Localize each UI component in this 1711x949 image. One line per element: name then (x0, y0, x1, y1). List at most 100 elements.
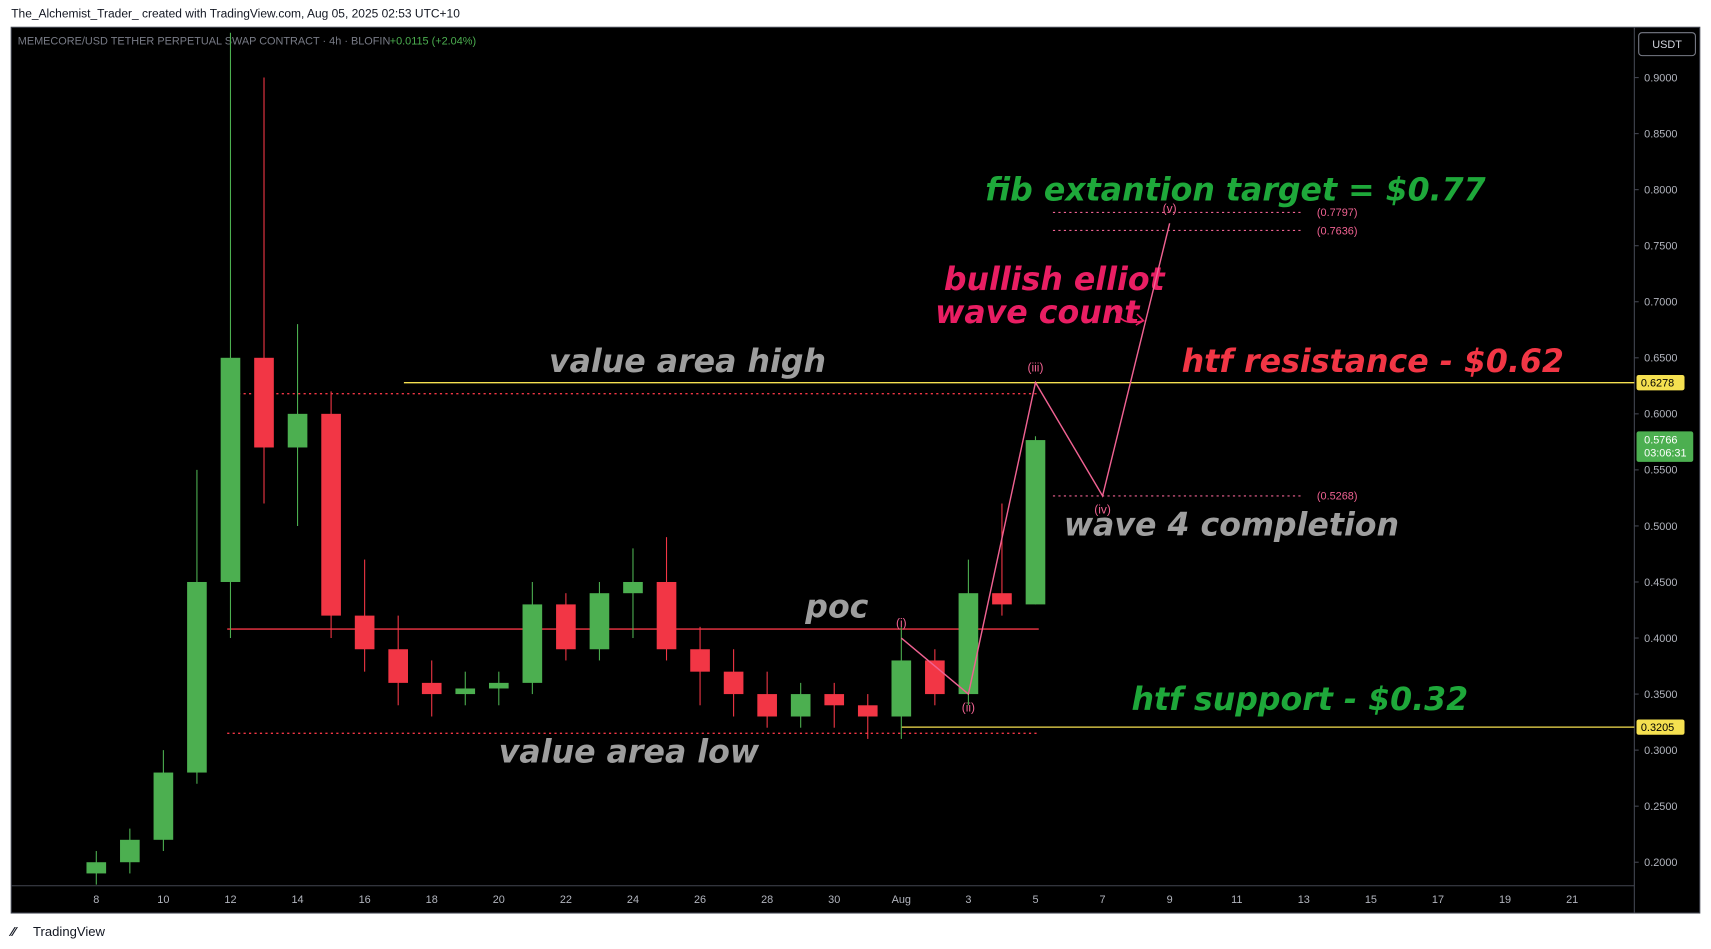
wave-label: (i) (896, 616, 907, 630)
y-tick-label: 0.4500 (1644, 577, 1677, 589)
candle-body (857, 705, 878, 717)
currency-button[interactable] (1638, 32, 1696, 57)
candle-body (120, 839, 140, 863)
level-tag-label: 0.3205 (1641, 722, 1674, 734)
candle-body (790, 694, 811, 717)
annotation: htf support - $0.32 (1131, 682, 1468, 718)
candle-body (388, 649, 408, 683)
countdown: 03:06:31 (1644, 447, 1686, 459)
candle-body (757, 694, 777, 717)
x-tick-label: 26 (694, 894, 706, 906)
annotation: wave 4 completion (1064, 508, 1399, 544)
candle-body (992, 593, 1012, 605)
x-tick-label: 13 (1298, 894, 1310, 906)
candle-body (723, 671, 744, 695)
x-tick-label: 21 (1566, 894, 1578, 906)
x-tick-label: 15 (1365, 894, 1377, 906)
candle-body (925, 660, 945, 695)
candle-body (254, 357, 274, 448)
x-tick-label: 20 (493, 894, 505, 906)
y-tick-label: 0.2500 (1644, 801, 1677, 813)
candle-body (1025, 440, 1046, 605)
attribution: The_Alchemist_Trader_ created with Tradi… (11, 6, 460, 20)
last-price: 0.5766 (1644, 434, 1677, 446)
fib-label: (0.7636) (1317, 225, 1358, 237)
x-tick-label: 7 (1100, 894, 1106, 906)
symbol: MEMECORE/USD TETHER PERPETUAL SWAP CONTR… (18, 36, 391, 48)
wave-label: (v) (1163, 201, 1177, 215)
y-tick-label: 0.6000 (1644, 409, 1677, 421)
candle-body (522, 604, 543, 683)
x-tick-label: 11 (1231, 894, 1242, 906)
candle-body (421, 682, 442, 695)
annotation: bullish elliot (944, 262, 1167, 298)
candle-body (488, 682, 509, 689)
candle-body (455, 688, 476, 695)
y-tick-label: 0.8000 (1644, 184, 1677, 196)
level-tag-label: 0.6278 (1641, 378, 1674, 390)
annotation: poc (804, 589, 868, 625)
x-tick-label: 8 (93, 894, 99, 906)
candle-body (891, 660, 912, 717)
wave-label: (ii) (962, 701, 975, 715)
candle-body (287, 413, 308, 448)
candle-body (656, 581, 677, 650)
y-tick-label: 0.3000 (1644, 745, 1677, 757)
y-tick-label: 0.8500 (1644, 128, 1677, 140)
candle-body (153, 772, 174, 840)
y-tick-label: 0.7000 (1644, 297, 1677, 309)
x-tick-label: 19 (1499, 894, 1511, 906)
candle-body (86, 862, 107, 874)
wave-label: (iv) (1094, 502, 1111, 516)
fib-label: (0.5268) (1317, 491, 1358, 503)
chart-frame (10, 26, 1701, 914)
level-tag (1636, 375, 1685, 391)
candle-body (220, 357, 241, 582)
x-tick-label: 16 (359, 894, 371, 906)
x-tick-label: 30 (828, 894, 840, 906)
footer: TradingView (33, 924, 106, 939)
y-tick-label: 0.4000 (1644, 633, 1677, 645)
x-tick-label: 10 (157, 894, 169, 906)
annotation: wave count (935, 295, 1141, 331)
x-tick-label: 22 (560, 894, 572, 906)
y-tick-label: 0.5500 (1644, 465, 1677, 477)
annotation-arrow (1114, 307, 1146, 326)
candle-body (556, 604, 576, 650)
y-tick-label: 0.6500 (1644, 353, 1677, 365)
annotation: htf resistance - $0.62 (1182, 344, 1564, 380)
level-tag (1636, 719, 1685, 735)
x-tick-label: 3 (965, 894, 971, 906)
annotation: fib extantion target = $0.77 (985, 173, 1485, 209)
candle-body (354, 615, 375, 650)
annotation: value area low (499, 734, 760, 770)
fib-label: (0.7797) (1317, 207, 1358, 219)
candle-body (589, 593, 610, 650)
y-tick-label: 0.9000 (1644, 72, 1677, 84)
x-tick-label: 12 (224, 894, 236, 906)
wave-label: (iii) (1027, 361, 1043, 375)
candle-body (187, 581, 207, 773)
x-tick-label: Aug (892, 894, 911, 906)
x-tick-label: 14 (291, 894, 303, 906)
logo-mark: ⁄⁄ (8, 924, 18, 939)
candle-body (958, 593, 979, 695)
currency[interactable]: USDT (1652, 39, 1682, 51)
change: +0.0115 (+2.04%) (390, 36, 476, 48)
x-tick-label: 24 (627, 894, 639, 906)
candle-body (690, 649, 710, 672)
x-tick-label: 9 (1167, 894, 1173, 906)
x-tick-label: 28 (761, 894, 773, 906)
y-tick-label: 0.5000 (1644, 521, 1677, 533)
candle-body (824, 694, 845, 706)
x-tick-label: 18 (426, 894, 438, 906)
wave-line (900, 223, 1171, 696)
x-tick-label: 17 (1432, 894, 1444, 906)
candle-body (623, 581, 643, 594)
y-tick-label: 0.3500 (1644, 689, 1677, 701)
last-price-tag (1636, 431, 1694, 462)
annotation: value area high (549, 344, 826, 380)
y-tick-label: 0.7500 (1644, 241, 1677, 253)
